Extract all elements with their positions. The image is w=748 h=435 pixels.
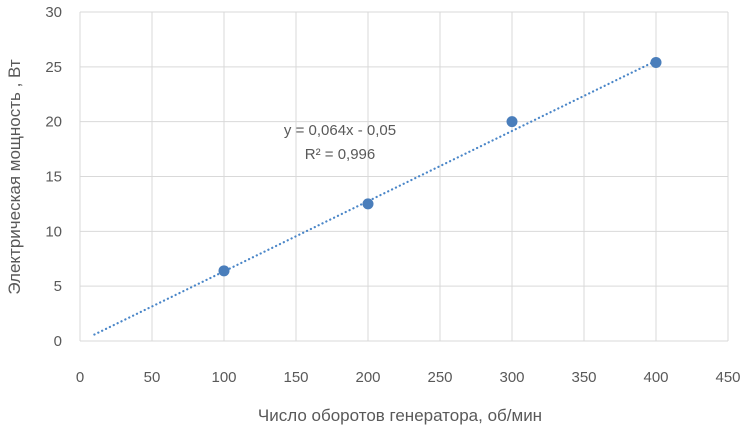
x-tick-label: 0: [76, 369, 84, 386]
y-tick-label: 10: [45, 223, 62, 240]
data-point: [506, 116, 518, 128]
y-tick-label: 20: [45, 114, 62, 131]
trendline: [93, 59, 658, 336]
data-point: [218, 265, 230, 277]
x-tick-label: 100: [211, 369, 236, 386]
x-tick-label: 150: [283, 369, 308, 386]
y-tick-label: 15: [45, 169, 62, 186]
data-point: [362, 198, 374, 210]
gridlines: [79, 11, 729, 342]
x-tick-label: 350: [571, 369, 596, 386]
x-tick-label: 300: [499, 369, 524, 386]
y-tick-label: 5: [54, 278, 62, 295]
x-tick-label: 400: [643, 369, 668, 386]
x-tick-label: 50: [144, 369, 161, 386]
x-tick-label: 200: [355, 369, 380, 386]
y-tick-label: 25: [45, 59, 62, 76]
y-tick-label: 0: [54, 333, 62, 350]
x-tick-label: 250: [427, 369, 452, 386]
y-tick-label: 30: [45, 4, 62, 21]
equation-annotation: y = 0,064x - 0,05: [284, 122, 396, 139]
y-axis-title: Электрическая мощность , Вт: [5, 59, 24, 294]
trendline-group: [93, 59, 658, 336]
x-tick-label: 450: [715, 369, 740, 386]
x-axis-title: Число оборотов генератора, об/мин: [258, 406, 542, 425]
data-point: [650, 56, 662, 68]
data-points: [218, 56, 662, 277]
r-squared-annotation: R² = 0,996: [305, 146, 375, 163]
tick-labels: 0 50 100 150 200 250 300 350 400 450 0 5 10 15 20 25 30: [45, 4, 740, 386]
